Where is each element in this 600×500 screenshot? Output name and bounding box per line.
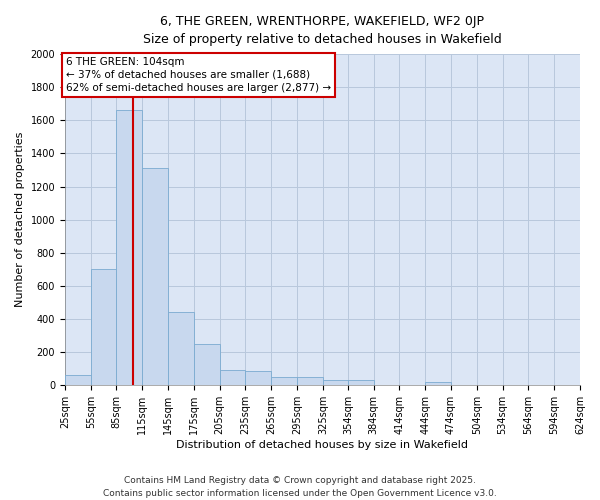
Bar: [91, 270, 116, 386]
Bar: [194, 344, 220, 386]
Bar: [245, 372, 271, 386]
Y-axis label: Number of detached properties: Number of detached properties: [15, 132, 25, 308]
X-axis label: Distribution of detached houses by size in Wakefield: Distribution of detached houses by size …: [176, 440, 469, 450]
Bar: [271, 377, 297, 386]
Bar: [65, 374, 91, 386]
Bar: [348, 380, 374, 386]
Bar: [168, 312, 194, 386]
Bar: [323, 380, 348, 386]
Bar: [142, 168, 168, 386]
Bar: [116, 110, 142, 386]
Bar: [297, 377, 323, 386]
Title: 6, THE GREEN, WRENTHORPE, WAKEFIELD, WF2 0JP
Size of property relative to detach: 6, THE GREEN, WRENTHORPE, WAKEFIELD, WF2…: [143, 15, 502, 46]
Text: 6 THE GREEN: 104sqm
← 37% of detached houses are smaller (1,688)
62% of semi-det: 6 THE GREEN: 104sqm ← 37% of detached ho…: [66, 56, 331, 93]
Bar: [220, 370, 245, 386]
Bar: [425, 382, 451, 386]
Text: Contains HM Land Registry data © Crown copyright and database right 2025.
Contai: Contains HM Land Registry data © Crown c…: [103, 476, 497, 498]
